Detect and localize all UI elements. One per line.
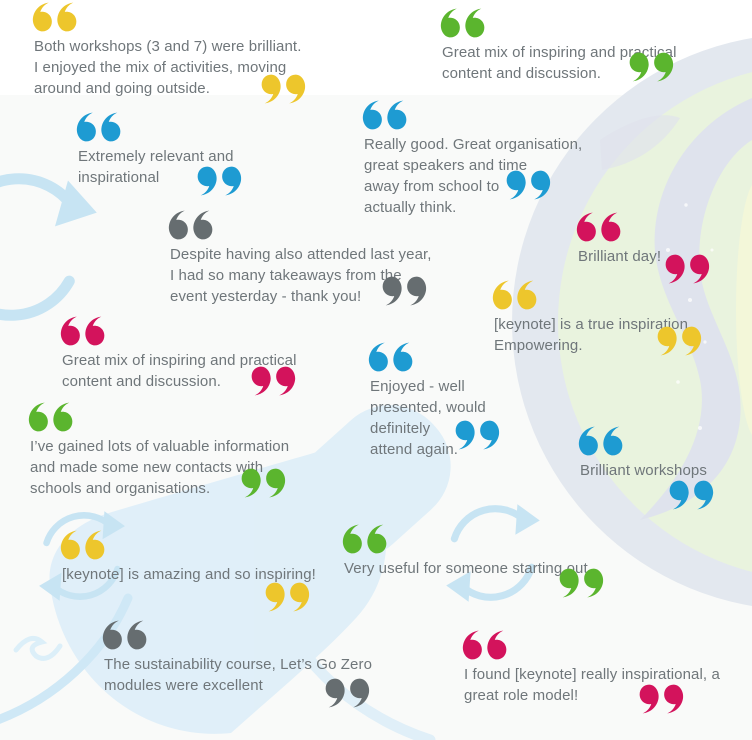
open-quote-icon <box>58 530 106 560</box>
open-quote-icon <box>438 8 486 38</box>
open-quote-icon <box>490 280 538 310</box>
close-quote-icon <box>196 166 244 196</box>
quote-text: Very useful for someone starting out. <box>344 560 592 577</box>
megaphone-illustration <box>49 405 451 740</box>
open-quote-icon <box>74 112 122 142</box>
quote-text: Brilliant workshops <box>580 462 707 479</box>
open-quote-icon <box>26 402 74 432</box>
quote-text: Great mix of inspiring and practical con… <box>62 352 297 390</box>
close-quote-icon <box>558 568 606 598</box>
close-quote-icon <box>240 468 288 498</box>
quote-block: Great mix of inspiring and practical con… <box>58 316 313 392</box>
quote-block: Despite having also attended last year, … <box>166 210 431 307</box>
close-quote-icon <box>505 170 553 200</box>
quote-block: Enjoyed - well presented, would definite… <box>366 342 506 460</box>
open-quote-icon <box>340 524 388 554</box>
close-quote-icon <box>381 276 429 306</box>
open-quote-icon <box>460 630 508 660</box>
quote-block: Brilliant day! <box>574 212 714 267</box>
quote-block: Really good. Great organisation, great s… <box>360 100 590 218</box>
quote-block: Very useful for someone starting out. <box>340 524 585 579</box>
quote-text: I’ve gained lots of valuable information… <box>30 438 290 497</box>
open-quote-icon <box>360 100 408 130</box>
quote-text: Extremely relevant and inspirational <box>78 148 234 186</box>
close-quote-icon <box>638 684 686 714</box>
quote-text: The sustainability course, Let’s Go Zero… <box>104 656 373 694</box>
close-quote-icon <box>264 582 312 612</box>
close-quote-icon <box>324 678 372 708</box>
open-quote-icon <box>574 212 622 242</box>
swoosh-decoration <box>0 593 133 724</box>
close-quote-icon <box>454 420 502 450</box>
quote-text: I found [keynote] really inspirational, … <box>464 666 720 704</box>
quote-block: [keynote] is a true inspiration. Empower… <box>490 280 700 356</box>
open-quote-icon <box>58 316 106 346</box>
open-quote-icon <box>100 620 148 650</box>
quote-block: Brilliant workshops <box>576 426 741 481</box>
close-quote-icon <box>250 366 298 396</box>
close-quote-icon <box>628 52 676 82</box>
quote-text: Enjoyed - well presented, would definite… <box>370 378 486 458</box>
quote-block: Extremely relevant and inspirational <box>74 112 274 188</box>
quote-text: [keynote] is amazing and so inspiring! <box>62 566 316 583</box>
quote-block: I’ve gained lots of valuable information… <box>26 402 291 499</box>
close-quote-icon <box>656 326 704 356</box>
quote-text: [keynote] is a true inspiration. Empower… <box>494 316 693 354</box>
quote-block: [keynote] is amazing and so inspiring! <box>58 530 316 585</box>
quote-text: Both workshops (3 and 7) were brilliant.… <box>34 38 302 97</box>
open-quote-icon <box>366 342 414 372</box>
open-quote-icon <box>166 210 214 240</box>
close-quote-icon <box>668 480 716 510</box>
open-quote-icon <box>576 426 624 456</box>
quote-block: Great mix of inspiring and practical con… <box>438 8 693 84</box>
quote-text: Brilliant day! <box>578 248 662 265</box>
close-quote-icon <box>260 74 308 104</box>
globe-illustration <box>512 38 752 606</box>
quote-block: I found [keynote] really inspirational, … <box>460 630 725 706</box>
open-quote-icon <box>30 2 78 32</box>
quote-block: Both workshops (3 and 7) were brilliant.… <box>30 2 310 99</box>
quote-text: Really good. Great organisation, great s… <box>364 136 583 216</box>
quote-block: The sustainability course, Let’s Go Zero… <box>100 620 373 696</box>
